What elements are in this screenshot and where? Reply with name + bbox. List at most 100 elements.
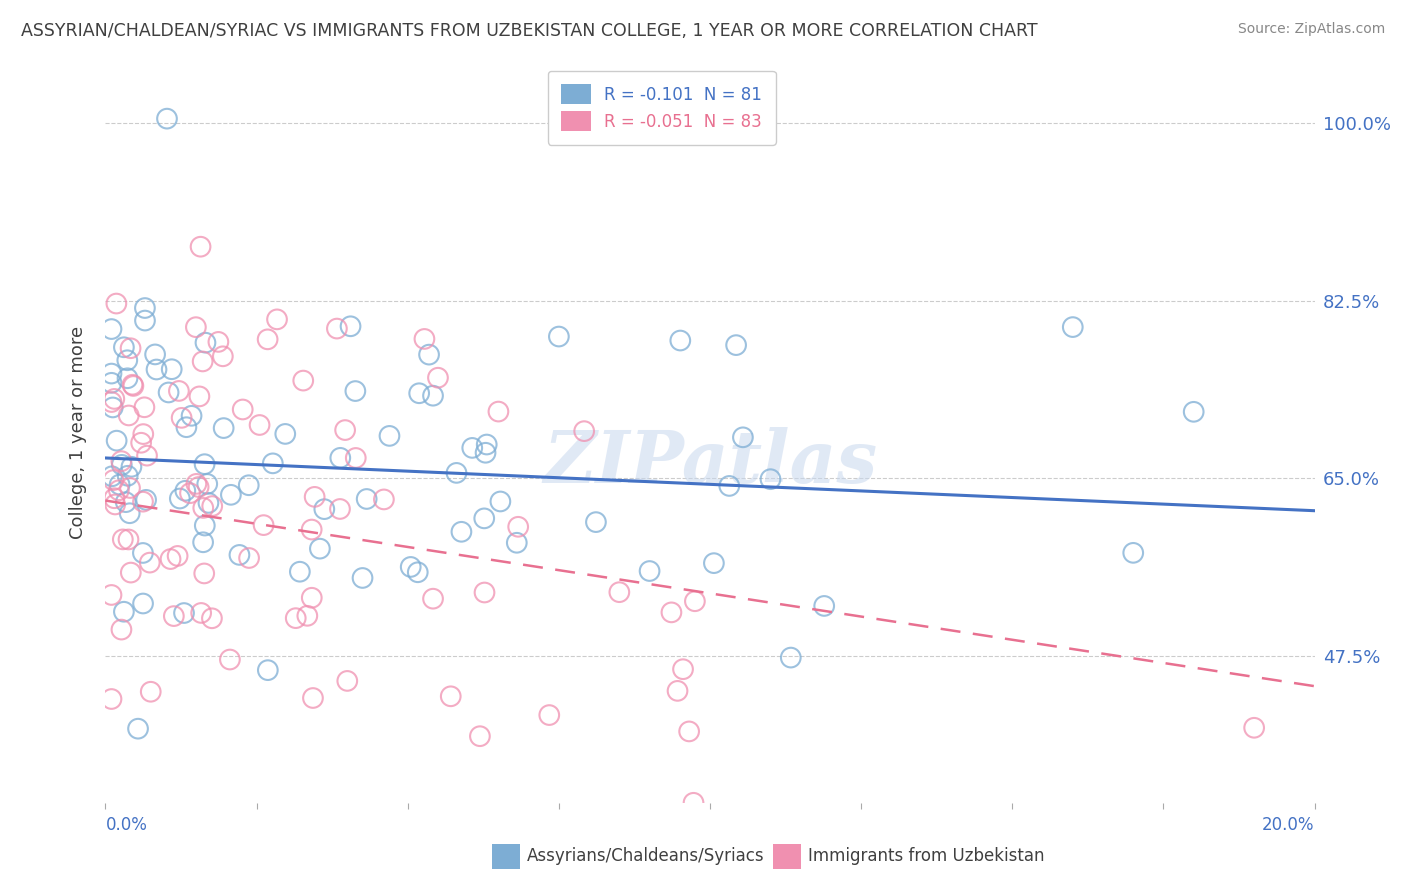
Legend: R = -0.101  N = 81, R = -0.051  N = 83: R = -0.101 N = 81, R = -0.051 N = 83 (548, 70, 776, 145)
Point (120, 459, 142, 474)
Point (135, 492, 157, 507)
Point (143, 347, 166, 361)
Point (104, 498, 127, 512)
Point (678, 724, 700, 739)
Point (191, 354, 214, 368)
Point (110, 623, 132, 637)
Point (661, 606, 683, 620)
Point (167, 384, 190, 398)
Point (179, 486, 201, 500)
Point (288, 565, 311, 579)
Point (100, 395, 122, 409)
Point (304, 490, 326, 504)
Point (378, 429, 401, 443)
Point (188, 389, 211, 403)
Point (180, 409, 202, 423)
Point (163, 609, 186, 624)
Point (207, 334, 229, 349)
Point (134, 301, 156, 315)
Point (548, 329, 571, 343)
Point (1122, 546, 1144, 560)
Point (132, 546, 155, 560)
Point (118, 409, 141, 423)
Point (399, 560, 422, 574)
Point (118, 481, 141, 495)
Point (422, 591, 444, 606)
Point (145, 362, 167, 376)
Point (194, 335, 217, 350)
Point (110, 454, 132, 468)
Point (373, 492, 395, 507)
Point (219, 488, 242, 502)
Point (132, 494, 155, 508)
Point (132, 597, 155, 611)
Point (731, 430, 754, 444)
Point (197, 496, 219, 510)
Point (238, 478, 260, 492)
Point (249, 417, 271, 432)
Point (120, 566, 142, 580)
Point (474, 585, 496, 599)
Point (488, 404, 510, 418)
Point (160, 362, 183, 376)
Point (100, 367, 122, 381)
Point (169, 491, 191, 506)
Point (666, 684, 689, 698)
Point (301, 591, 323, 605)
Point (103, 491, 125, 506)
Point (572, 424, 595, 438)
Point (475, 437, 498, 451)
Point (538, 708, 561, 723)
Point (238, 551, 260, 566)
Point (117, 353, 139, 368)
Point (195, 477, 218, 491)
Text: 20.0%: 20.0% (1263, 816, 1315, 834)
Y-axis label: College, 1 year or more: College, 1 year or more (69, 326, 87, 539)
Point (418, 348, 440, 362)
Point (114, 495, 136, 509)
Point (461, 441, 484, 455)
Point (292, 374, 315, 388)
Point (672, 662, 695, 676)
Point (779, 650, 801, 665)
Point (468, 729, 491, 743)
Point (682, 796, 704, 810)
Point (326, 321, 349, 335)
Point (201, 499, 224, 513)
Point (193, 566, 215, 581)
Point (256, 332, 278, 346)
Point (440, 690, 463, 704)
Point (139, 684, 162, 698)
Point (117, 468, 139, 483)
Point (134, 401, 156, 415)
Point (187, 480, 209, 494)
Point (406, 566, 429, 580)
Point (176, 420, 198, 434)
Point (683, 594, 706, 608)
Point (173, 606, 195, 620)
Point (609, 585, 631, 599)
Text: 0.0%: 0.0% (105, 816, 148, 834)
Point (190, 606, 212, 620)
Text: ZIPatlas: ZIPatlas (543, 426, 877, 498)
Point (103, 473, 125, 487)
Text: Immigrants from Uzbekistan: Immigrants from Uzbekistan (808, 847, 1045, 865)
Point (118, 506, 141, 520)
Point (274, 426, 297, 441)
Point (117, 371, 139, 385)
Text: ASSYRIAN/CHALDEAN/SYRIAC VS IMMIGRANTS FROM UZBEKISTAN COLLEGE, 1 YEAR OR MORE C: ASSYRIAN/CHALDEAN/SYRIAC VS IMMIGRANTS F… (21, 22, 1038, 40)
Point (193, 500, 215, 515)
Point (157, 385, 180, 400)
Point (111, 533, 134, 547)
Point (813, 599, 835, 613)
Point (186, 476, 208, 491)
Point (759, 472, 782, 486)
Point (344, 450, 367, 465)
Point (352, 571, 374, 585)
Point (329, 450, 352, 465)
Point (232, 402, 254, 417)
Point (194, 518, 217, 533)
Point (472, 511, 495, 525)
Point (266, 312, 288, 326)
Point (100, 692, 122, 706)
